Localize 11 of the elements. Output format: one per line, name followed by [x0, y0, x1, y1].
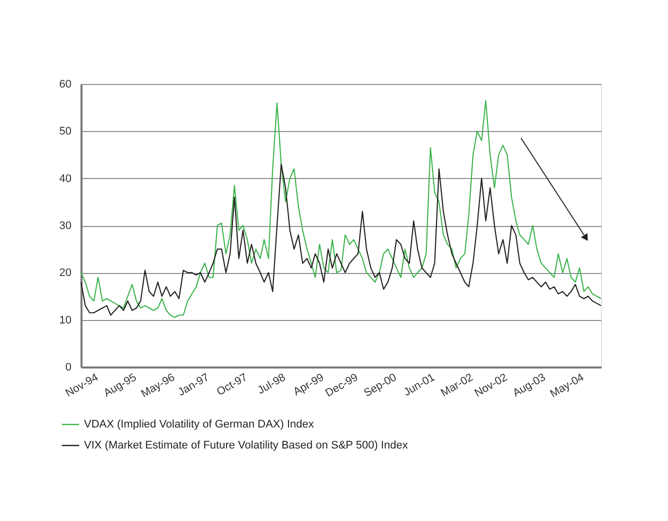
line-series [80, 164, 602, 316]
y-tick-label: 40 [59, 172, 72, 185]
y-tick-label: 50 [59, 126, 72, 138]
y-tick-label: 0 [65, 362, 72, 374]
legend-label: VIX (Market Estimate of Future Volatility Based on S&P 500) Index [84, 440, 408, 452]
legend-label: VDAX (Implied Volatility of German DAX) Index [84, 418, 314, 430]
line-series [80, 100, 602, 318]
y-tick-label: 10 [59, 314, 72, 326]
y-tick-label: 20 [59, 267, 72, 280]
y-tick-label: 30 [59, 220, 72, 232]
y-tick-label: 60 [59, 78, 72, 90]
